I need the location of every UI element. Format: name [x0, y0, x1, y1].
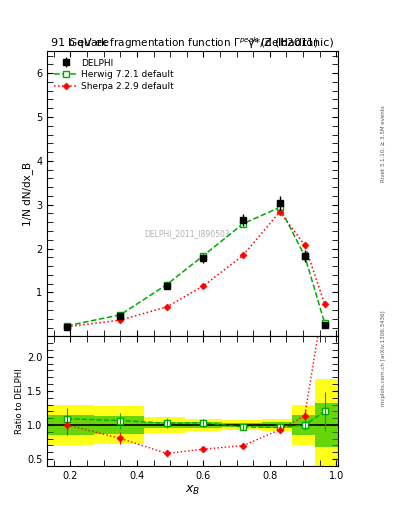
Text: γ*/Z (Hadronic): γ*/Z (Hadronic) [248, 38, 334, 49]
Title: b quark fragmentation function $\Gamma^{peak}$ (delb2011): b quark fragmentation function $\Gamma^{… [67, 35, 318, 51]
Text: 91 GeV ee: 91 GeV ee [51, 38, 109, 49]
Herwig 7.2.1 default [164, 282, 169, 288]
Sherpa 2.2.9 default [241, 252, 246, 258]
Sherpa 2.2.9 default [118, 317, 123, 323]
X-axis label: $x_B$: $x_B$ [185, 483, 200, 497]
Line: Herwig 7.2.1 default: Herwig 7.2.1 default [64, 204, 328, 329]
Sherpa 2.2.9 default [164, 304, 169, 310]
Herwig 7.2.1 default [65, 323, 70, 329]
Herwig 7.2.1 default [118, 312, 123, 318]
Sherpa 2.2.9 default [322, 301, 327, 307]
Sherpa 2.2.9 default [65, 324, 70, 330]
Sherpa 2.2.9 default [302, 242, 307, 248]
Legend: DELPHI, Herwig 7.2.1 default, Sherpa 2.2.9 default: DELPHI, Herwig 7.2.1 default, Sherpa 2.2… [51, 56, 177, 94]
Text: DELPHI_2011_I890503: DELPHI_2011_I890503 [144, 229, 230, 238]
Herwig 7.2.1 default [322, 320, 327, 326]
Herwig 7.2.1 default [201, 252, 206, 259]
Sherpa 2.2.9 default [277, 209, 282, 215]
Y-axis label: 1/N dN/dx_B: 1/N dN/dx_B [22, 162, 33, 226]
Sherpa 2.2.9 default [201, 283, 206, 289]
Y-axis label: Ratio to DELPHI: Ratio to DELPHI [15, 368, 24, 434]
Herwig 7.2.1 default [241, 221, 246, 227]
Line: Sherpa 2.2.9 default: Sherpa 2.2.9 default [65, 209, 327, 329]
Text: mcplots.cern.ch [arXiv:1306.3436]: mcplots.cern.ch [arXiv:1306.3436] [381, 311, 386, 406]
Text: Rivet 3.1.10, ≥ 3.5M events: Rivet 3.1.10, ≥ 3.5M events [381, 105, 386, 182]
Herwig 7.2.1 default [277, 204, 282, 210]
Herwig 7.2.1 default [302, 253, 307, 259]
